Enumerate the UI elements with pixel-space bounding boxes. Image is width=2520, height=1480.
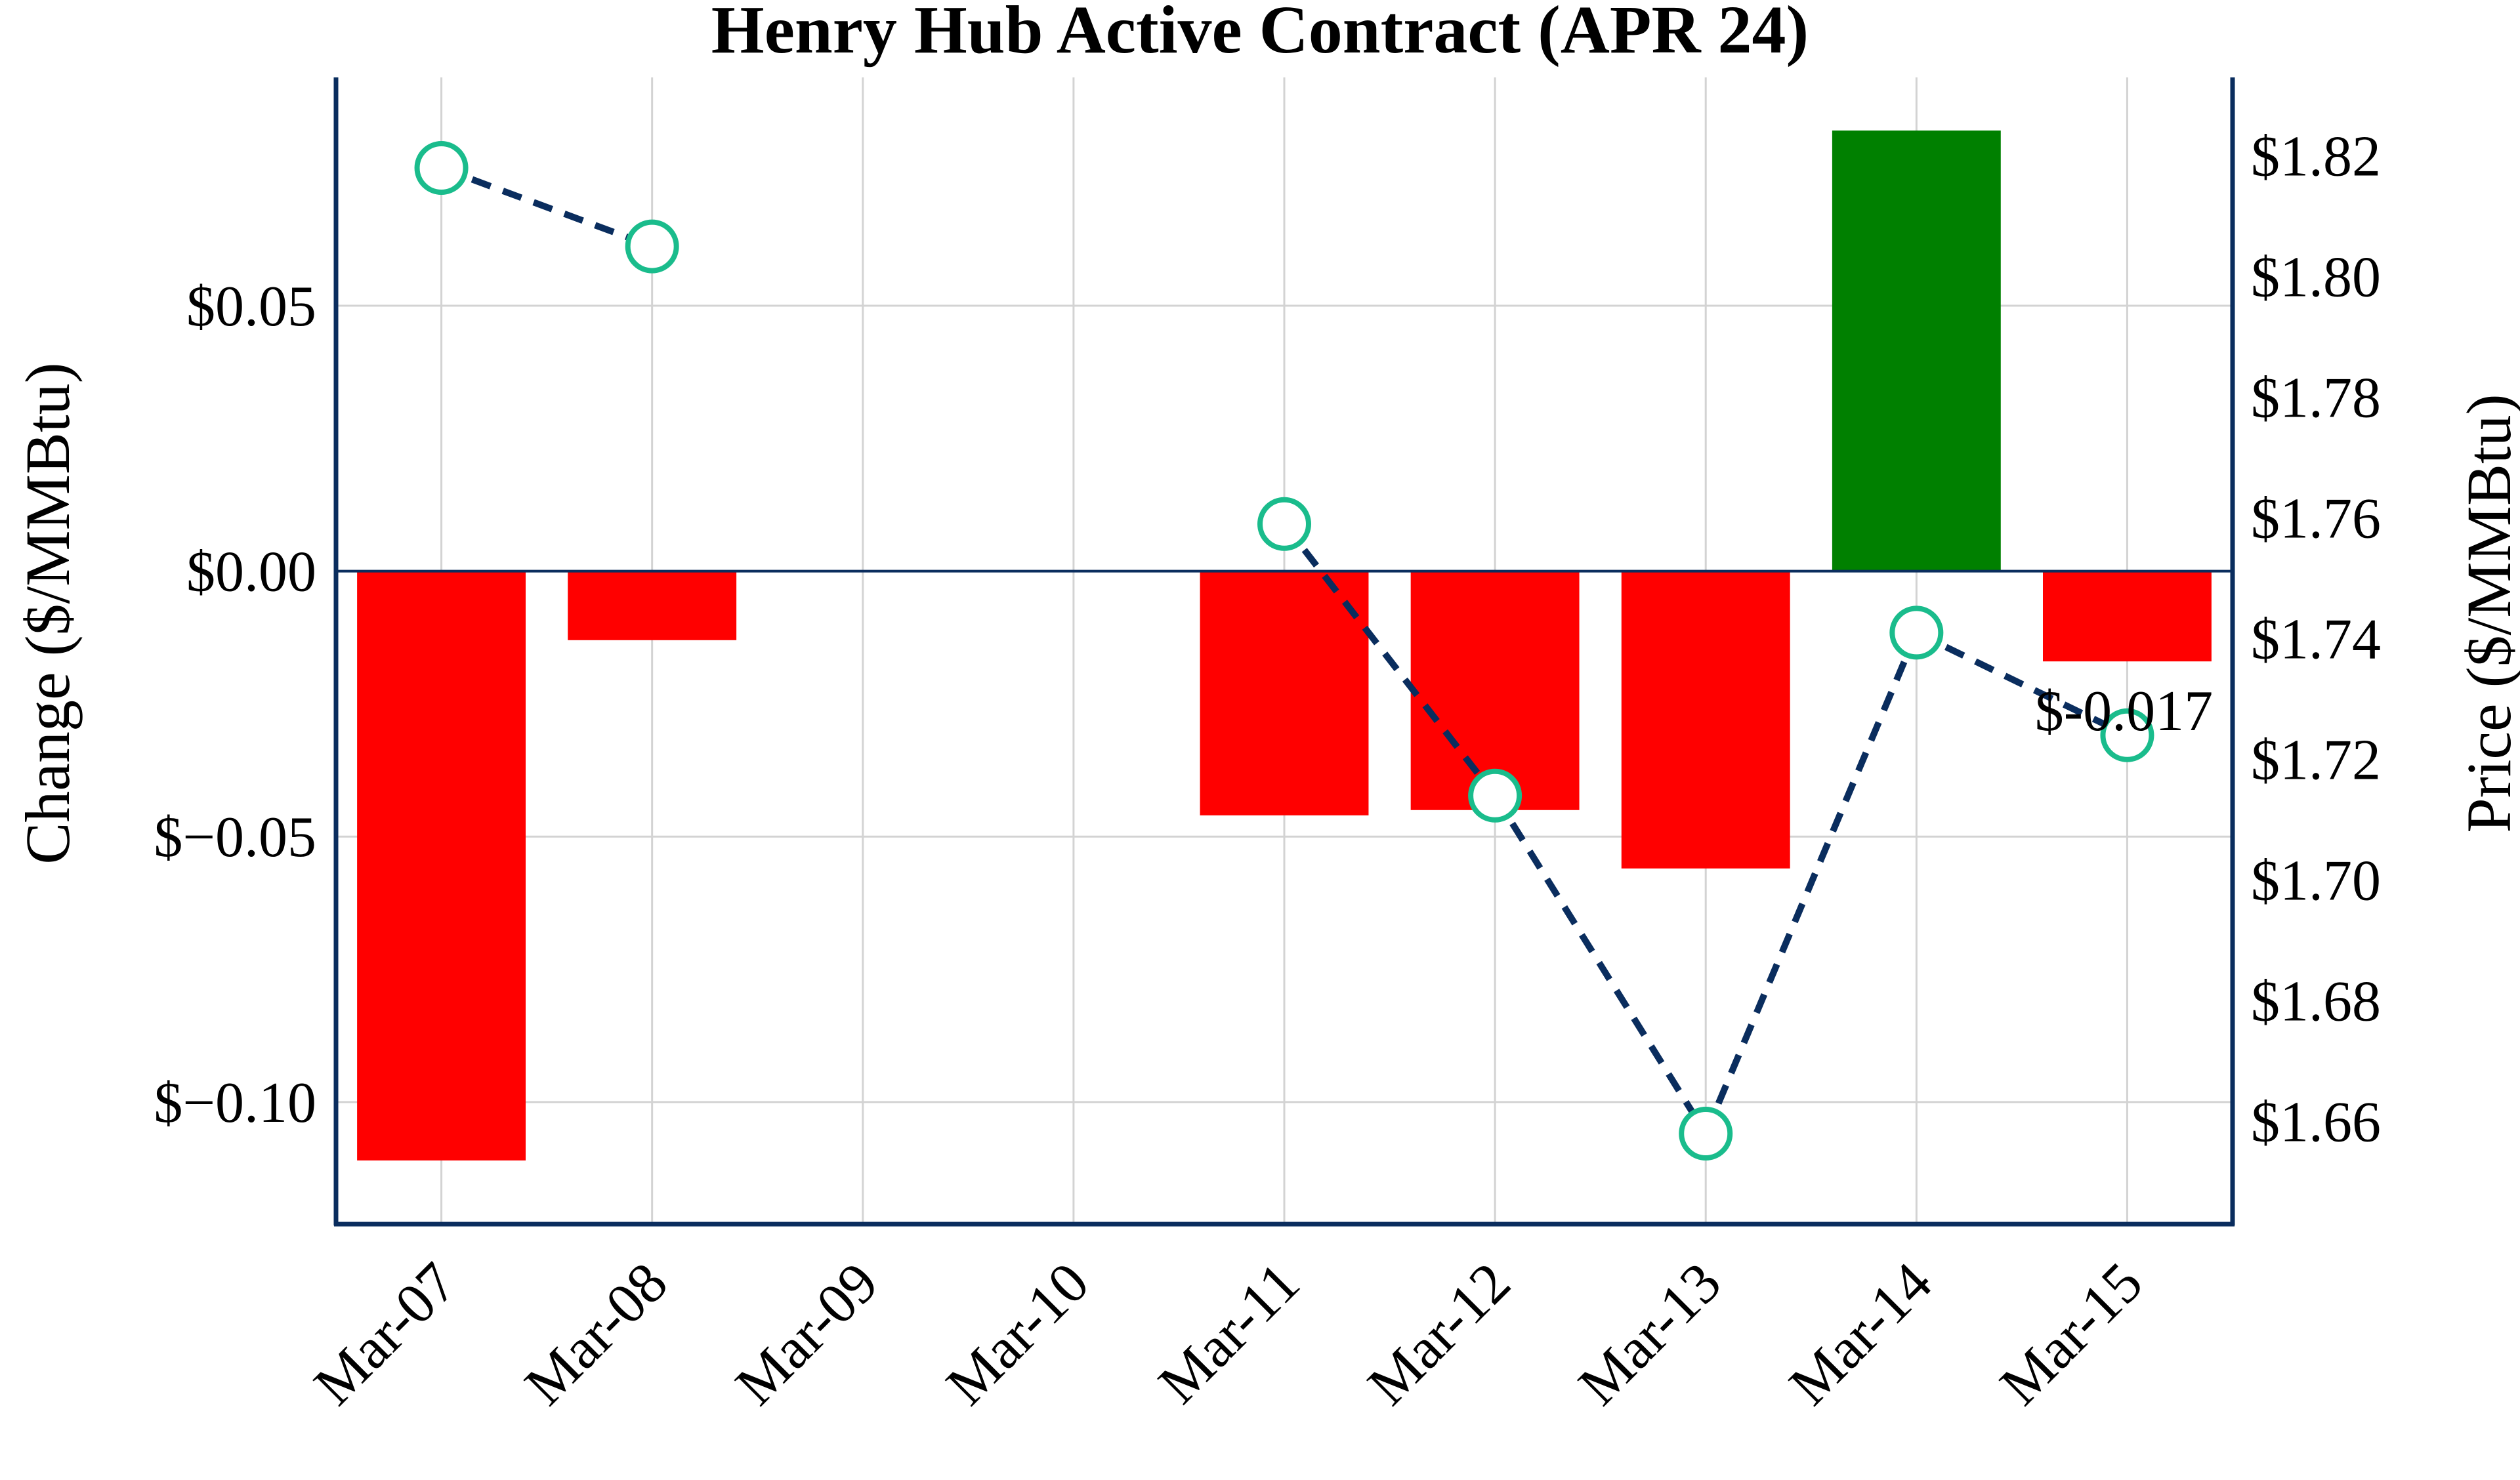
price-marker — [625, 219, 679, 274]
x-tick-label: Mar-11 — [1146, 1251, 1312, 1416]
change-bar — [1621, 571, 1790, 869]
right-tick-label: $1.82 — [2251, 125, 2381, 189]
price-line-segment — [440, 165, 654, 250]
price-marker — [414, 141, 469, 195]
right-tick-label: $1.72 — [2251, 729, 2381, 792]
price-marker — [2100, 708, 2154, 762]
chart-title: Henry Hub Active Contract (APR 24) — [711, 0, 1809, 68]
x-tick-label: Mar-07 — [303, 1251, 469, 1418]
x-tick-label: Mar-15 — [1988, 1251, 2155, 1418]
right-axis-title: Price ($/MMBtu) — [2454, 394, 2520, 832]
price-line-segment — [1915, 629, 2129, 739]
x-tick-label: Mar-12 — [1356, 1251, 1522, 1418]
left-tick-label: $0.05 — [186, 275, 316, 339]
data-labels: $-0.017 — [2035, 680, 2213, 743]
price-line — [414, 141, 2154, 1161]
right-tick-label: $1.78 — [2251, 367, 2381, 430]
right-tick-label: $1.70 — [2251, 850, 2381, 913]
change-bar — [1200, 571, 1369, 815]
change-bar — [357, 571, 526, 1161]
price-line-segment — [1702, 631, 1920, 1135]
left-tick-label: $−0.05 — [154, 806, 316, 869]
price-marker — [1889, 606, 1944, 660]
right-tick-label: $1.76 — [2251, 487, 2381, 551]
change-bar — [1832, 130, 2001, 571]
bar-value-label: $-0.017 — [2035, 680, 2213, 743]
left-tick-label: $0.00 — [186, 541, 316, 604]
change-bar — [568, 571, 737, 640]
price-marker — [1679, 1107, 1733, 1161]
price-line-segment — [1492, 794, 1709, 1136]
left-tick-label: $−0.10 — [154, 1071, 316, 1135]
x-tick-label: Mar-09 — [724, 1251, 891, 1418]
x-tick-label: Mar-08 — [513, 1251, 680, 1418]
x-tick-label: Mar-13 — [1566, 1251, 1733, 1418]
price-line-segment — [1282, 522, 1498, 798]
plot-frame — [333, 77, 2235, 1227]
right-tick-label: $1.80 — [2251, 246, 2381, 310]
right-tick-label: $1.68 — [2251, 970, 2381, 1034]
left-axis-title: Change ($/MMBtu) — [12, 362, 83, 864]
x-tick-label: Mar-14 — [1778, 1251, 1944, 1418]
change-bars — [336, 130, 2233, 1161]
price-marker — [1468, 768, 1522, 823]
x-tick-label: Mar-10 — [934, 1251, 1101, 1418]
right-tick-label: $1.66 — [2251, 1091, 2381, 1155]
price-marker — [1257, 497, 1311, 551]
right-tick-label: $1.74 — [2251, 608, 2381, 672]
change-bar — [2043, 571, 2212, 662]
